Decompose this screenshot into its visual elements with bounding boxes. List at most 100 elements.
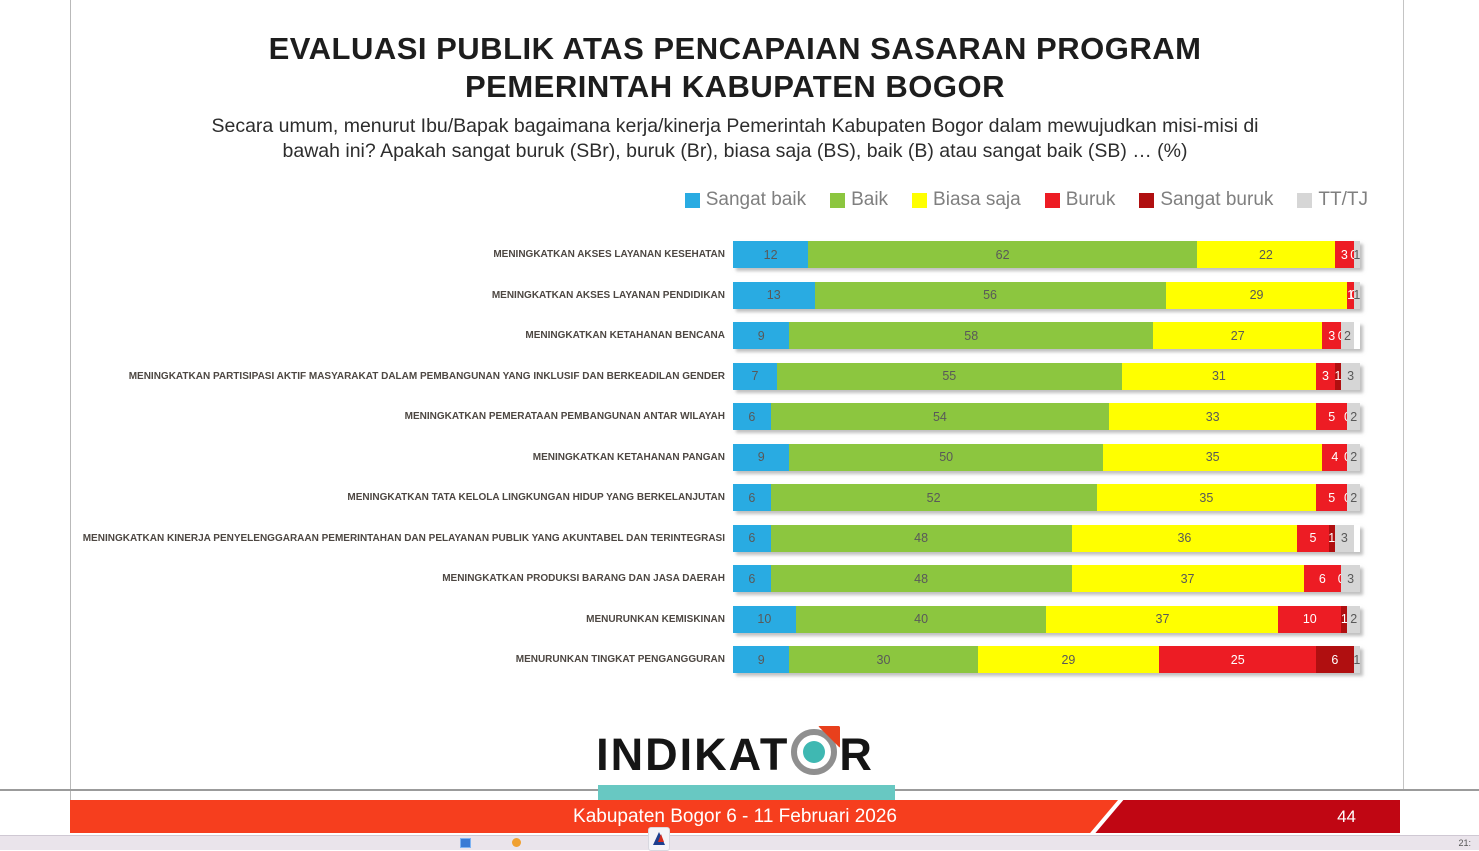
- segment-value: 52: [926, 490, 941, 505]
- bar-segment-sangat-baik: 6: [733, 403, 771, 430]
- stacked-bar: 9 30 29 25 6 1: [733, 646, 1360, 673]
- segment-value: 58: [964, 328, 979, 343]
- segment-value: 2: [1343, 328, 1351, 343]
- bar-segment-sangat-baik: 9: [733, 443, 790, 471]
- segment-value: 6: [748, 531, 756, 545]
- segment-value: 1: [1328, 531, 1336, 545]
- bar-segment-sangat-baik: 12: [733, 241, 809, 268]
- legend-swatch-icon: [1297, 192, 1313, 208]
- bar-segment-baik: 30: [789, 646, 978, 673]
- logo-text-left: INDIKAT: [596, 729, 790, 780]
- bar-segment-sangat-baik: 6: [733, 565, 771, 592]
- bar-segment-sangat-baik: 13: [733, 281, 815, 309]
- survey-question-line-1: Secara umum, menurut Ibu/Bapak bagaimana…: [211, 115, 1259, 137]
- legend-swatch-icon: [1044, 192, 1060, 208]
- category-label: MENINGKATKAN TATA KELOLA LINGKUNGAN HIDU…: [347, 492, 725, 503]
- segment-value: 13: [766, 288, 781, 302]
- bar-segment-sangat-baik: 10: [733, 605, 796, 633]
- segment-value: 2: [1350, 409, 1358, 424]
- segment-value: 10: [757, 612, 772, 626]
- stacked-bar: 65433502: [733, 403, 1360, 430]
- segment-value: 35: [1199, 490, 1214, 505]
- bar-segment-baik: 50: [789, 443, 1103, 471]
- bar-segment-tt-tj: 2: [1347, 443, 1360, 471]
- bar-row: MENURUNKAN TINGKAT PENGANGGURAN 9 30 29 25 6 1: [70, 646, 1400, 673]
- legend-item-sangat-buruk: Sangat buruk: [1139, 189, 1273, 211]
- bar-segment-sangat-baik: 9: [733, 646, 790, 673]
- taskbar: 21:: [0, 827, 1479, 851]
- segment-value: 2: [1350, 450, 1358, 464]
- bar-segment-biasa-saja: 36: [1071, 524, 1298, 552]
- legend-item-tt-tj: TT/TJ: [1297, 189, 1368, 211]
- bar-segment-tt-tj: 1: [1353, 241, 1360, 268]
- segment-value: 37: [1180, 571, 1195, 586]
- bar-segment-baik: 56: [814, 281, 1166, 309]
- segment-value: 48: [914, 571, 929, 586]
- segment-value: 9: [757, 450, 765, 464]
- bar-segment-sangat-baik: 9: [733, 322, 790, 349]
- category-label: MENINGKATKAN PRODUKSI BARANG DAN JASA DA…: [442, 573, 725, 584]
- bar-segment-biasa-saja: 37: [1046, 605, 1279, 633]
- bar-row: MENINGKATKAN PEMERATAAN PEMBANGUNAN ANTA…: [70, 403, 1400, 430]
- bar-segment-buruk: 25: [1159, 646, 1317, 673]
- taskbar-presentation-app-icon[interactable]: [648, 827, 670, 851]
- taskbar-clock: 21:: [1458, 838, 1471, 848]
- bar-row: MENINGKATKAN KINERJA PENYELENGGARAAN PEM…: [70, 524, 1400, 552]
- category-label: MENINGKATKAN AKSES LAYANAN KESEHATAN: [493, 249, 725, 260]
- legend-label: Sangat baik: [705, 189, 807, 210]
- bar-segment-biasa-saja: 35: [1096, 484, 1317, 511]
- segment-value: 27: [1230, 328, 1245, 343]
- segment-value: 1: [1353, 652, 1361, 667]
- segment-value: 3: [1340, 247, 1348, 262]
- bar-segment-buruk: 1: [1347, 281, 1355, 309]
- bar-segment-sangat-baik: 7: [733, 362, 777, 390]
- segment-value: 1: [1347, 288, 1355, 302]
- bar-segment-biasa-saja: 29: [977, 646, 1160, 673]
- bar-segment-biasa-saja: 29: [1165, 281, 1348, 309]
- bar-segment-baik: 48: [770, 565, 1072, 592]
- legend-label: Sangat buruk: [1160, 189, 1274, 210]
- bar-segment-biasa-saja: 33: [1109, 403, 1317, 430]
- segment-value: 29: [1061, 652, 1076, 667]
- segment-value: 6: [748, 409, 756, 424]
- bar-row: MENINGKATKAN PARTISIPASI AKTIF MASYARAKA…: [70, 362, 1400, 390]
- legend-item-baik: Baik: [830, 189, 888, 211]
- bar-segment-sangat-buruk: 1: [1328, 524, 1336, 552]
- segment-value: 36: [1177, 531, 1192, 545]
- segment-value: 7: [751, 369, 759, 383]
- segment-value: 33: [1205, 409, 1220, 424]
- bar-segment-biasa-saja: 37: [1071, 565, 1304, 592]
- taskbar-window-icon[interactable]: [460, 838, 471, 848]
- segment-value: 3: [1340, 531, 1348, 545]
- bar-segment-tt-tj: 1: [1353, 646, 1361, 673]
- stacked-bar: 95035402: [733, 443, 1360, 471]
- segment-value: 10: [1302, 612, 1317, 626]
- category-label: MENINGKATKAN KINERJA PENYELENGGARAAN PEM…: [82, 532, 725, 544]
- segment-value: 56: [983, 288, 997, 302]
- taskbar-app-icon[interactable]: [512, 838, 521, 847]
- legend-label: TT/TJ: [1318, 189, 1368, 210]
- bar-segment-baik: 48: [770, 524, 1072, 552]
- bar-row: MENINGKATKAN TATA KELOLA LINGKUNGAN HIDU…: [70, 484, 1400, 511]
- segment-value: 2: [1350, 490, 1358, 505]
- title-line-1: EVALUASI PUBLIK ATAS PENCAPAIAN SASARAN …: [268, 31, 1202, 66]
- bar-segment-buruk: 6: [1303, 565, 1342, 592]
- indikator-logo: INDIKAT R: [70, 726, 1400, 781]
- segment-value: 40: [914, 612, 929, 626]
- bar-segment-baik: 52: [770, 484, 1097, 511]
- segment-value: 6: [1318, 571, 1326, 586]
- bar-row: MENURUNKAN KEMISKINAN 10 40 37 10 1 2: [70, 605, 1400, 633]
- page-title: EVALUASI PUBLIK ATAS PENCAPAIAN SASARAN …: [70, 30, 1400, 106]
- stacked-bar: 95827302: [733, 322, 1360, 349]
- segment-value: 1: [1334, 369, 1342, 383]
- bar-segment-buruk: 5: [1297, 524, 1329, 552]
- segment-value: 6: [748, 490, 756, 505]
- legend-swatch-icon: [830, 192, 846, 208]
- bar-segment-tt-tj: 1: [1353, 281, 1360, 309]
- category-label: MENINGKATKAN AKSES LAYANAN PENDIDIKAN: [491, 289, 725, 301]
- bar-segment-buruk: 3: [1316, 362, 1335, 390]
- bar-segment-buruk: 5: [1316, 484, 1348, 511]
- bar-segment-tt-tj: 3: [1341, 565, 1360, 592]
- segment-value: 5: [1328, 490, 1336, 505]
- bar-segment-buruk: 3: [1334, 241, 1354, 268]
